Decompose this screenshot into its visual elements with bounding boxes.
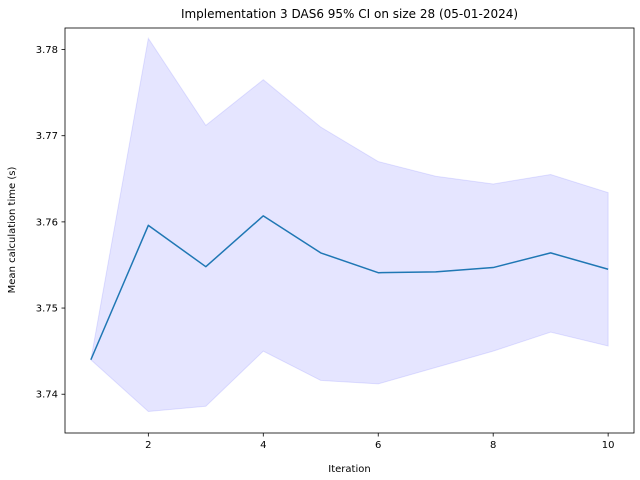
data-point bbox=[147, 224, 149, 226]
axes-frame bbox=[64, 27, 635, 434]
y-tick-label: 3.74 bbox=[36, 390, 58, 401]
y-tick-label: 3.75 bbox=[36, 304, 58, 315]
y-axis-label: Mean calculation time (s) bbox=[7, 167, 18, 294]
x-tick-label: 6 bbox=[375, 440, 381, 451]
data-point bbox=[550, 252, 552, 254]
plot-area bbox=[64, 27, 635, 434]
data-point bbox=[492, 267, 494, 269]
data-point bbox=[90, 359, 92, 361]
y-axis: 3.74 3.75 3.76 3.77 3.78 bbox=[36, 45, 65, 401]
x-tick-label: 8 bbox=[490, 440, 496, 451]
y-tick-label: 3.76 bbox=[36, 217, 58, 228]
data-point bbox=[377, 272, 379, 274]
x-tick-label: 4 bbox=[260, 440, 266, 451]
data-point bbox=[320, 252, 322, 254]
data-point bbox=[607, 268, 609, 270]
data-point bbox=[435, 271, 437, 273]
x-axis-label: Iteration bbox=[328, 464, 370, 475]
chart-title: Implementation 3 DAS6 95% CI on size 28 … bbox=[181, 7, 518, 21]
x-tick-label: 2 bbox=[145, 440, 151, 451]
confidence-band-0 bbox=[90, 37, 609, 412]
y-tick-label: 3.78 bbox=[36, 45, 58, 56]
x-axis: 2 4 6 8 10 bbox=[145, 433, 615, 451]
x-tick-label: 10 bbox=[602, 440, 615, 451]
y-tick-label: 3.77 bbox=[36, 131, 58, 142]
data-point bbox=[262, 215, 264, 217]
data-point bbox=[205, 266, 207, 268]
series-line-0 bbox=[90, 215, 609, 361]
